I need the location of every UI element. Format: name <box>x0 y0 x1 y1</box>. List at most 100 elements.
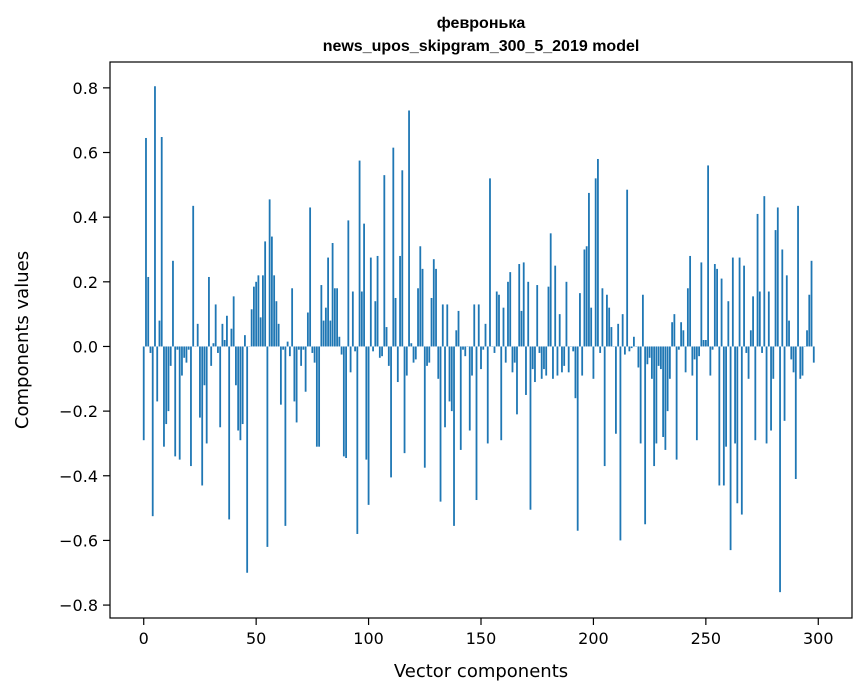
bar-122 <box>417 288 419 347</box>
bar-164 <box>511 346 514 373</box>
bar-109 <box>387 346 390 366</box>
bar-72 <box>304 346 307 392</box>
bar-62 <box>282 346 285 350</box>
bar-82 <box>327 257 329 347</box>
bar-45 <box>244 335 246 347</box>
bar-115 <box>401 170 404 347</box>
bar-222 <box>641 294 644 347</box>
bar-228 <box>655 346 658 444</box>
bar-151 <box>482 346 485 350</box>
x-tick-label-1: 50 <box>246 629 266 648</box>
bar-105 <box>378 346 381 358</box>
bar-33 <box>217 346 219 353</box>
bar-193 <box>576 346 579 531</box>
bar-183 <box>554 265 557 347</box>
bar-250 <box>704 340 707 347</box>
bar-194 <box>579 293 581 347</box>
bar-174 <box>534 346 536 383</box>
bar-218 <box>633 336 635 347</box>
bar-73 <box>306 312 309 347</box>
bar-32 <box>214 304 217 347</box>
bar-28 <box>205 346 208 444</box>
bar-132 <box>439 346 442 502</box>
bar-11 <box>167 346 170 412</box>
bar-145 <box>468 346 471 431</box>
bar-22 <box>192 205 195 347</box>
bar-34 <box>219 346 222 428</box>
y-tick-label-4: 0.0 <box>73 337 98 356</box>
bar-205 <box>603 346 606 467</box>
bar-19 <box>185 346 188 363</box>
bar-166 <box>516 346 518 415</box>
bar-4 <box>151 346 154 517</box>
bars-group <box>142 86 815 593</box>
bar-157 <box>495 291 498 347</box>
bar-81 <box>324 307 327 347</box>
bar-29 <box>208 276 210 347</box>
bar-64 <box>286 341 289 347</box>
bar-100 <box>367 346 370 505</box>
bar-184 <box>556 346 559 376</box>
y-axis-label: Components values <box>12 251 33 429</box>
chart-subtitle: news_upos_skipgram_300_5_2019 model <box>323 38 640 55</box>
y-tick-label-3: −0.2 <box>59 402 98 421</box>
bar-84 <box>331 243 334 347</box>
bar-189 <box>567 346 570 373</box>
bar-136 <box>448 346 451 402</box>
bar-201 <box>594 178 597 347</box>
bar-282 <box>776 207 779 347</box>
bar-297 <box>810 260 813 347</box>
bar-208 <box>610 327 613 347</box>
bar-60 <box>277 323 280 347</box>
y-tick-label-5: 0.2 <box>73 273 98 292</box>
bar-262 <box>731 257 734 347</box>
bar-248 <box>700 262 703 347</box>
y-tick-label-1: −0.6 <box>59 531 98 550</box>
bar-295 <box>806 330 808 347</box>
bar-260 <box>727 301 730 347</box>
bar-291 <box>797 205 799 347</box>
bar-271 <box>752 296 754 347</box>
bar-13 <box>172 260 174 347</box>
bar-220 <box>637 346 640 368</box>
bar-126 <box>426 346 428 366</box>
bar-236 <box>673 314 676 347</box>
bar-175 <box>536 285 539 347</box>
bar-118 <box>408 110 410 347</box>
bar-8 <box>160 137 163 347</box>
bar-128 <box>430 297 433 347</box>
bar-20 <box>187 346 190 350</box>
bar-255 <box>716 268 718 347</box>
y-axis-ticks: −0.8 −0.6 −0.4 −0.2 0.0 0.2 0.4 0.6 0.8 <box>59 79 110 615</box>
bar-113 <box>396 346 399 383</box>
bar-71 <box>302 346 305 350</box>
bar-156 <box>493 346 496 353</box>
bar-254 <box>713 264 716 347</box>
bar-229 <box>657 346 660 366</box>
bar-178 <box>543 346 545 370</box>
bar-49 <box>253 286 255 347</box>
bar-172 <box>529 346 532 510</box>
bar-52 <box>259 317 262 347</box>
bar-111 <box>392 147 395 347</box>
bar-204 <box>601 288 604 347</box>
bar-238 <box>677 346 680 350</box>
bar-129 <box>432 259 435 347</box>
bar-135 <box>446 304 449 347</box>
bar-278 <box>767 291 770 347</box>
bar-176 <box>538 346 541 353</box>
bar-68 <box>295 346 298 423</box>
bar-211 <box>617 323 620 347</box>
bar-51 <box>257 275 260 347</box>
bar-77 <box>315 346 318 447</box>
bar-296 <box>808 294 811 347</box>
bar-146 <box>471 346 473 376</box>
bar-50 <box>255 281 258 347</box>
bar-102 <box>372 346 374 352</box>
bar-141 <box>459 346 462 450</box>
bar-66 <box>291 288 294 347</box>
x-tick-label-2: 100 <box>353 629 384 648</box>
bar-152 <box>484 323 487 347</box>
bar-171 <box>527 281 530 347</box>
